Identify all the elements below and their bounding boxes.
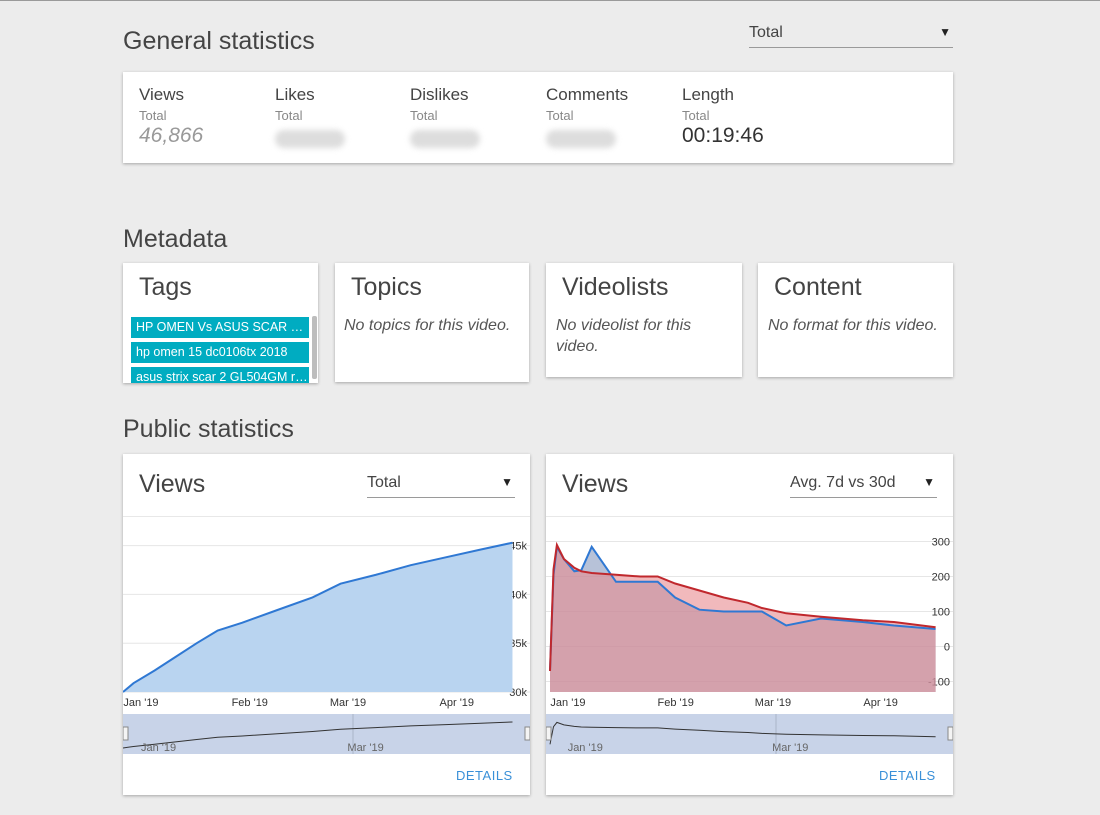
topics-card: Topics No topics for this video.: [335, 263, 529, 382]
views-avg-select-value: Avg. 7d vs 30d: [790, 474, 896, 491]
y-tick-label: 100: [932, 607, 950, 619]
y-tick-label: 35k: [509, 638, 527, 650]
metadata-title: Metadata: [123, 225, 228, 253]
content-title: Content: [774, 273, 862, 301]
x-tick-label: Apr '19: [863, 697, 898, 709]
navigator-handle-left: [546, 726, 552, 741]
stat-length-value: 00:19:46: [682, 124, 764, 147]
caret-down-icon: ▼: [923, 475, 935, 489]
tag-item[interactable]: hp omen 15 dc0106tx 2018: [131, 342, 309, 363]
videolists-empty-text: No videolist for this video.: [556, 317, 692, 355]
general-range-select[interactable]: Total ▼: [749, 22, 953, 48]
navigator-tick-label: Jan '19: [141, 742, 176, 754]
navigator-handle-right: [524, 726, 530, 741]
details-button[interactable]: DETAILS: [456, 768, 513, 783]
tag-item[interactable]: HP OMEN Vs ASUS SCAR 2 GL504GM: [131, 317, 309, 338]
series-line: [123, 541, 513, 693]
y-tick-label: 200: [932, 572, 950, 584]
navigator-background: [123, 714, 530, 754]
stat-likes-value-blurred: [275, 130, 345, 148]
stat-dislikes-label: Dislikes: [410, 85, 469, 104]
y-tick-label: 0: [944, 642, 950, 654]
card-divider: [123, 516, 530, 517]
videolists-card: Videolists No videolist for this video.: [546, 263, 742, 377]
x-tick-label: Jan '19: [550, 697, 585, 709]
public-statistics-title: Public statistics: [123, 415, 294, 443]
views-total-chart[interactable]: 30k 35k 40k 45k Jan '19 Feb '19 Mar '19 Apr '19…: [123, 517, 530, 757]
navigator-handle-right: [947, 726, 953, 741]
navigator-line: [549, 721, 936, 745]
tags-title: Tags: [139, 273, 192, 301]
top-border: [0, 0, 1100, 1]
stat-comments-label: Comments: [546, 85, 629, 104]
stat-length-label: Length: [682, 85, 734, 104]
series-area: [550, 545, 936, 692]
navigator-background: [546, 714, 953, 754]
stat-dislikes-sub: Total: [410, 108, 438, 123]
stat-views-value: 46,866: [139, 124, 204, 147]
stat-views-sub: Total: [139, 108, 167, 123]
views-chart-title: Views: [139, 470, 206, 498]
navigator-handle-left: [123, 726, 129, 741]
y-tick-label: 300: [932, 537, 950, 549]
videolists-title: Videolists: [562, 273, 669, 301]
content-card: Content No format for this video.: [758, 263, 953, 377]
navigator-tick-label: Jan '19: [568, 742, 603, 754]
series-area: [123, 542, 513, 692]
general-range-select-value: Total: [749, 24, 783, 41]
stat-dislikes-value-blurred: [410, 130, 480, 148]
views-range-select-value: Total: [367, 474, 401, 491]
x-tick-label: Jan '19: [123, 697, 158, 709]
general-statistics-title: General statistics: [123, 27, 315, 55]
series-line: [549, 541, 936, 672]
details-button[interactable]: DETAILS: [879, 768, 936, 783]
navigator-tick-label: Mar '19: [347, 742, 383, 754]
views-avg-chart-title: Views: [562, 470, 629, 498]
views-avg-select[interactable]: Avg. 7d vs 30d ▼: [790, 472, 937, 498]
x-tick-label: Mar '19: [755, 697, 791, 709]
card-divider: [546, 516, 953, 517]
x-tick-label: Mar '19: [330, 697, 366, 709]
stat-comments-value-blurred: [546, 130, 616, 148]
content-empty-text: No format for this video.: [768, 317, 938, 334]
x-tick-label: Apr '19: [440, 697, 475, 709]
stat-comments-sub: Total: [546, 108, 574, 123]
y-tick-label: 30k: [509, 687, 527, 699]
caret-down-icon: ▼: [501, 475, 513, 489]
navigator-line: [123, 721, 513, 749]
x-tick-label: Feb '19: [232, 697, 268, 709]
y-tick-label: 40k: [509, 589, 527, 601]
topics-empty-text: No topics for this video.: [344, 317, 511, 334]
stat-views-label: Views: [139, 85, 185, 104]
tag-item[interactable]: asus strix scar 2 GL504GM review: [131, 367, 309, 383]
navigator-tick-label: Mar '19: [772, 742, 808, 754]
views-avg-card: Views Avg. 7d vs 30d ▼ 300 200 100 0 -100 Jan…: [546, 454, 953, 795]
caret-down-icon: ▼: [939, 25, 951, 39]
stat-length-sub: Total: [682, 108, 710, 123]
y-tick-label: 45k: [509, 541, 527, 553]
stat-likes-label: Likes: [275, 85, 315, 104]
tags-card: Tags HP OMEN Vs ASUS SCAR 2 GL504GM hp o…: [123, 263, 318, 383]
tags-scrollbar[interactable]: [312, 316, 317, 379]
x-tick-label: Feb '19: [658, 697, 694, 709]
topics-title: Topics: [351, 273, 422, 301]
views-total-card: Views Total ▼ 30k 35k 40k 45k Jan '19 Feb '19…: [123, 454, 530, 795]
views-range-select[interactable]: Total ▼: [367, 472, 515, 498]
general-stats-card: Views Total 46,866 Likes Total Dislikes …: [123, 72, 953, 163]
stat-likes-sub: Total: [275, 108, 303, 123]
